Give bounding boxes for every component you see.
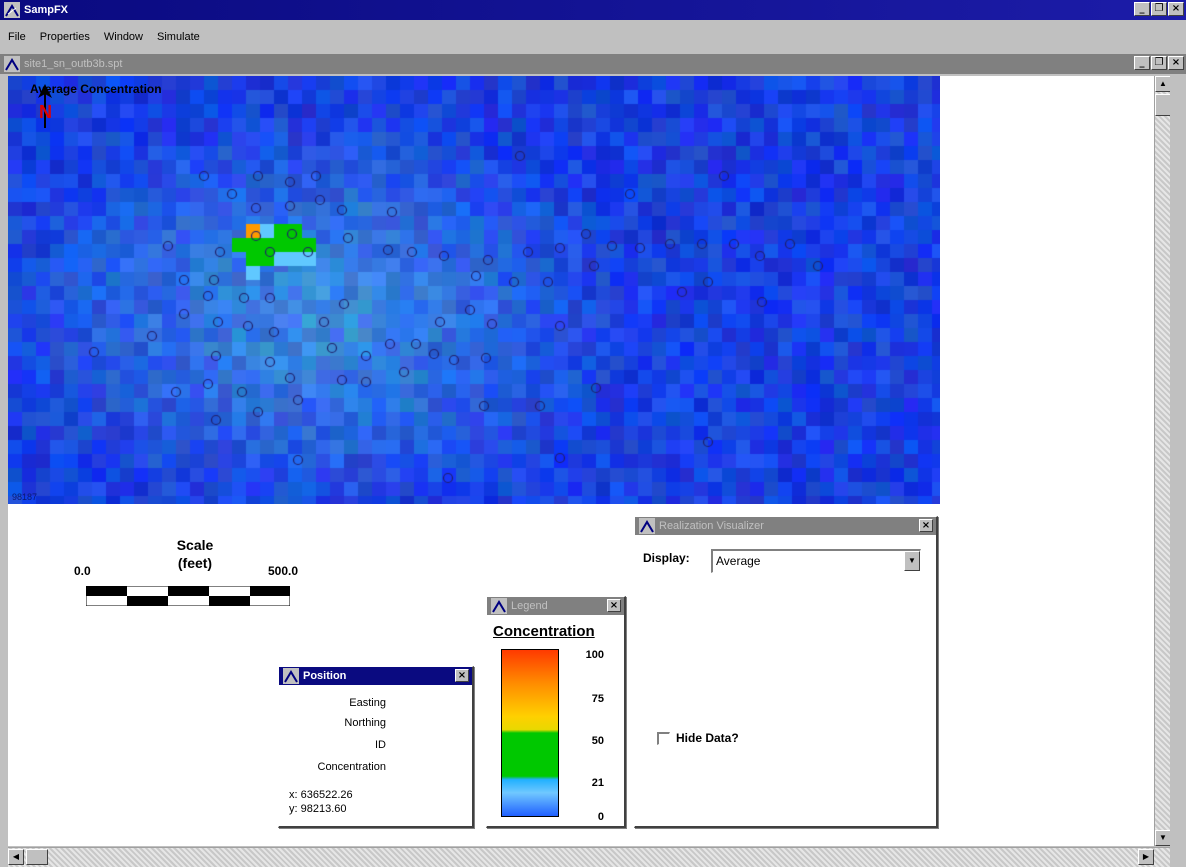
horizontal-scroll-thumb[interactable]	[26, 849, 48, 865]
x-readout: x: 636522.26	[289, 789, 353, 801]
menu-window[interactable]: Window	[103, 31, 143, 43]
display-label: Display:	[643, 551, 690, 565]
child-minimize-button[interactable]: _	[1134, 56, 1150, 70]
legend-tick-100: 100	[585, 649, 604, 661]
northing-label: Northing	[344, 717, 386, 729]
horizontal-scrollbar[interactable]: ◀ ▶	[8, 847, 1170, 867]
child-close-button[interactable]: ×	[1168, 56, 1184, 70]
north-label: N	[39, 102, 52, 122]
position-close-button[interactable]: ×	[455, 669, 469, 682]
vertical-scroll-thumb[interactable]	[1155, 94, 1170, 116]
legend-window-titlebar[interactable]: Legend ×	[487, 597, 624, 615]
app-icon	[4, 2, 20, 18]
scroll-down-icon[interactable]: ▼	[1155, 830, 1170, 846]
scroll-right-icon[interactable]: ▶	[1138, 849, 1154, 865]
north-arrow-icon: N	[38, 84, 52, 128]
legend-window[interactable]: Legend × Concentration 100 75 50 21 0	[486, 596, 626, 828]
concentration-label: Concentration	[317, 761, 387, 773]
menu-file[interactable]: File	[8, 31, 26, 43]
visualizer-close-button[interactable]: ×	[919, 519, 933, 532]
child-window-titlebar[interactable]: site1_sn_outb3b.spt _ ❐ ×	[0, 54, 1186, 74]
child-restore-button[interactable]: ❐	[1151, 56, 1167, 70]
visualizer-title: Realization Visualizer	[659, 520, 764, 532]
position-window-titlebar[interactable]: Position ×	[279, 667, 472, 685]
color-ramp	[501, 649, 559, 817]
app-titlebar[interactable]: SampFX _ ❐ ×	[0, 0, 1186, 20]
scroll-left-icon[interactable]: ◀	[8, 849, 24, 865]
document-area: N Average Concentration 98187 Scale (fee…	[8, 76, 1170, 846]
restore-button[interactable]: ❐	[1151, 2, 1167, 16]
map-title: Average Concentration	[30, 82, 162, 96]
menu-simulate[interactable]: Simulate	[157, 31, 200, 43]
concentration-map[interactable]: N Average Concentration 98187	[8, 76, 940, 504]
scale-bar-graphic	[86, 586, 290, 606]
display-select[interactable]: Average ▼	[711, 549, 921, 573]
visualizer-titlebar[interactable]: Realization Visualizer ×	[635, 517, 936, 535]
legend-tick-21: 21	[591, 777, 604, 789]
legend-window-icon	[491, 598, 507, 614]
scale-min-label: 0.0	[74, 564, 91, 578]
y-readout: y: 98213.60	[289, 803, 347, 815]
chevron-down-icon[interactable]: ▼	[904, 551, 920, 571]
position-window-title: Position	[303, 670, 347, 682]
vertical-scrollbar[interactable]: ▲ ▼	[1154, 76, 1170, 846]
map-corner-coordinate: 98187	[12, 492, 38, 502]
hide-data-checkbox[interactable]	[657, 731, 670, 745]
legend-tick-75: 75	[591, 693, 604, 705]
menu-bar: File Properties Window Simulate	[0, 26, 1186, 48]
scale-title-line1: Scale	[176, 537, 214, 553]
scale-title: Scale (feet)	[160, 536, 230, 572]
minimize-button[interactable]: _	[1134, 2, 1150, 16]
hide-data-control[interactable]: Hide Data?	[657, 731, 739, 745]
scale-bar-group: Scale (feet) 0.0 500.0	[70, 536, 310, 616]
scale-title-line2: (feet)	[177, 555, 213, 571]
scale-max-label: 500.0	[268, 564, 299, 578]
position-window[interactable]: Position × Easting Northing ID Concentra…	[278, 666, 474, 828]
visualizer-window-icon	[639, 518, 655, 534]
id-label: ID	[375, 739, 386, 751]
menu-properties[interactable]: Properties	[39, 31, 90, 43]
legend-tick-50: 50	[591, 735, 604, 747]
legend-tick-0: 0	[597, 811, 604, 823]
child-window-title: site1_sn_outb3b.spt	[24, 58, 123, 70]
hide-data-label: Hide Data?	[676, 731, 739, 745]
realization-visualizer-window[interactable]: Realization Visualizer × Display: Averag…	[634, 516, 938, 828]
close-button[interactable]: ×	[1168, 2, 1184, 16]
position-window-icon	[283, 668, 299, 684]
app-title: SampFX	[24, 4, 69, 16]
scroll-up-icon[interactable]: ▲	[1155, 76, 1170, 92]
legend-close-button[interactable]: ×	[607, 599, 621, 612]
display-select-value: Average	[716, 554, 761, 568]
child-window-icon	[4, 56, 20, 72]
concentration-grid	[8, 76, 940, 504]
easting-label: Easting	[349, 697, 386, 709]
legend-window-title: Legend	[511, 600, 548, 612]
legend-caption: Concentration	[493, 623, 595, 640]
